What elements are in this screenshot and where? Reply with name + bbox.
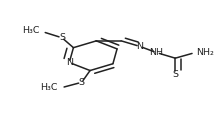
Text: NH: NH [150,48,164,57]
Text: N: N [136,42,143,51]
Text: NH₂: NH₂ [196,48,214,57]
Text: S: S [79,78,85,87]
Text: S: S [172,70,178,79]
Text: S: S [59,33,65,42]
Text: H₃C: H₃C [22,26,39,35]
Text: N: N [66,58,73,67]
Text: H₃C: H₃C [40,83,58,92]
